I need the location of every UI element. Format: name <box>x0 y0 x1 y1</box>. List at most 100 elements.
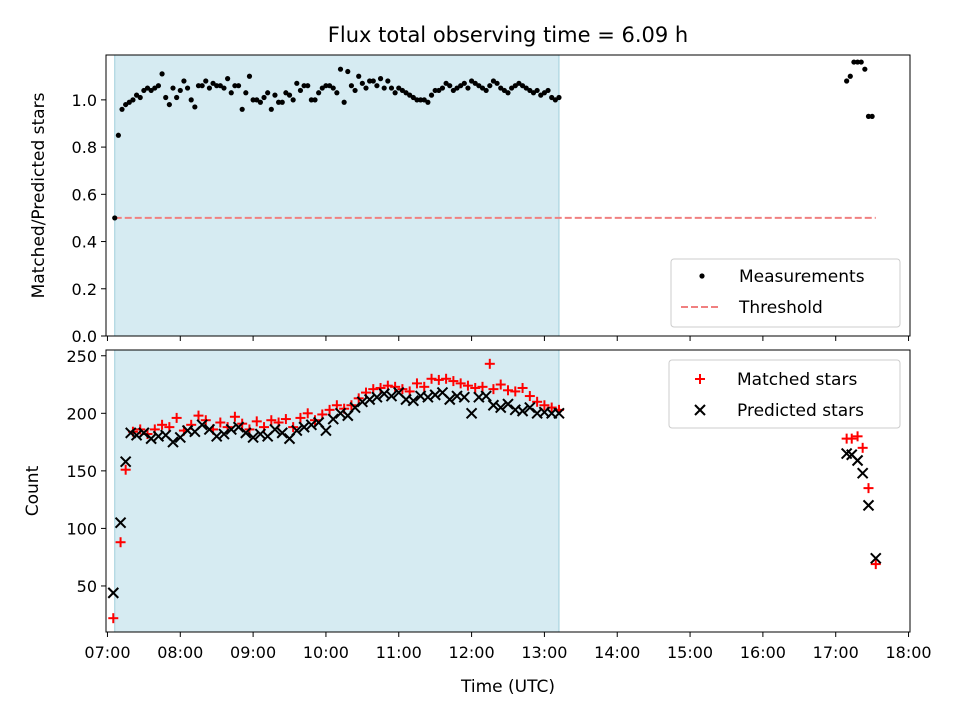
predicted-star-point <box>269 423 281 436</box>
predicted-star-point <box>291 424 303 437</box>
measurement-point <box>428 92 435 98</box>
measurement-point <box>214 83 220 89</box>
legend-measurements-marker <box>699 273 705 279</box>
predicted-star-point <box>167 436 179 448</box>
predicted-star-point <box>429 389 441 401</box>
measurements-layer <box>112 59 875 221</box>
measurement-point <box>432 87 438 94</box>
measurement-point <box>865 113 872 119</box>
predicted-star-point <box>487 399 500 411</box>
measurement-point <box>203 78 209 84</box>
measurement-point <box>275 99 282 105</box>
measurement-point <box>181 78 187 84</box>
chart-title: Flux total observing time = 6.09 h <box>328 23 688 47</box>
measurement-point <box>465 85 471 91</box>
measurement-point <box>316 90 322 96</box>
measurement-point <box>505 90 511 96</box>
legend-measurements-label: Measurements <box>739 267 865 287</box>
predicted-star-point <box>444 393 456 406</box>
predicted-star-point <box>125 427 137 439</box>
top-ytick-label: 0.8 <box>72 138 97 157</box>
measurement-point <box>174 94 180 101</box>
matched-star-point <box>455 378 466 389</box>
top-y-ticks: 0.0 0.2 0.4 0.6 0.8 1.0 <box>72 91 106 346</box>
top-axes-frame <box>105 54 911 337</box>
bottom-shaded-observing-window <box>114 349 560 633</box>
matched-star-point <box>266 415 277 426</box>
measurement-point <box>290 97 296 103</box>
predicted-star-point <box>378 388 390 400</box>
matched-star-point <box>857 442 868 453</box>
predicted-star-point <box>458 391 471 403</box>
matched-star-point <box>157 419 168 430</box>
predicted-star-point <box>870 552 882 565</box>
measurement-point <box>119 106 125 112</box>
matched-star-point <box>846 433 857 444</box>
predicted-star-point <box>349 401 361 414</box>
matched-star-point <box>433 374 444 385</box>
bottom-xtick-label: 18:00 <box>885 643 931 662</box>
measurement-point <box>359 80 365 86</box>
bottom-ytick-label: 100 <box>66 519 97 538</box>
measurement-point <box>308 97 314 103</box>
measurement-point <box>461 80 467 86</box>
measurement-point <box>268 106 274 112</box>
measurement-point <box>869 113 875 119</box>
bottom-xtick-label: 16:00 <box>740 643 786 662</box>
matched-star-point <box>229 411 240 422</box>
measurement-point <box>188 97 194 103</box>
predicted-star-point <box>385 390 398 402</box>
measurement-point <box>534 87 540 94</box>
measurement-point <box>243 90 249 96</box>
bottom-y-axis-label: Count <box>23 465 43 516</box>
matched-star-point <box>411 378 422 389</box>
measurement-point <box>301 83 307 89</box>
matched-star-point <box>488 384 499 395</box>
measurement-point <box>447 83 453 89</box>
matched-star-point <box>870 559 881 570</box>
predicted-star-point <box>145 432 157 445</box>
predicted-star-point <box>862 499 875 512</box>
predicted-star-point <box>107 587 119 599</box>
predicted-star-point <box>218 428 230 440</box>
bottom-xtick-label: 07:00 <box>84 643 130 662</box>
matched-star-point <box>193 410 204 421</box>
bottom-ytick-label: 250 <box>66 347 97 366</box>
top-x-ticks <box>106 336 910 341</box>
measurement-point <box>115 132 121 138</box>
measurement-point <box>844 78 850 84</box>
measurement-point <box>337 66 344 72</box>
bottom-xtick-label: 09:00 <box>230 643 276 662</box>
measurement-point <box>425 99 431 105</box>
predicted-star-point <box>305 419 318 431</box>
measurement-point <box>345 68 351 75</box>
predicted-star-point <box>465 407 478 420</box>
predicted-star-point <box>210 430 223 443</box>
legend-matched-marker <box>695 374 705 384</box>
measurement-point <box>494 80 500 86</box>
measurement-point <box>312 97 318 103</box>
measurement-point <box>414 97 420 103</box>
matched-star-point <box>484 358 495 369</box>
measurement-point <box>374 83 380 89</box>
bottom-ytick-label: 50 <box>77 577 97 596</box>
legend-matched-plus <box>695 374 705 384</box>
predicted-star-point <box>334 407 347 420</box>
predicted-star-point <box>247 431 259 444</box>
bottom-xtick-label: 13:00 <box>521 643 567 662</box>
measurement-point <box>177 87 183 94</box>
measurement-point <box>225 76 231 82</box>
bottom-x-ticks: 07:00 08:00 09:00 10:00 11:00 12:00 13:00 14:00… <box>84 632 932 662</box>
measurement-point <box>184 85 191 91</box>
measurement-point <box>385 78 391 84</box>
measurement-point <box>163 94 169 101</box>
top-ytick-label: 0.6 <box>72 185 97 204</box>
predicted-star-point <box>119 455 132 468</box>
bottom-xtick-label: 08:00 <box>157 643 203 662</box>
predicted-star-point <box>276 427 288 439</box>
predicted-star-point <box>363 393 376 406</box>
bottom-axes-frame <box>105 349 911 633</box>
measurement-point <box>330 85 336 91</box>
measurement-point <box>294 80 300 86</box>
